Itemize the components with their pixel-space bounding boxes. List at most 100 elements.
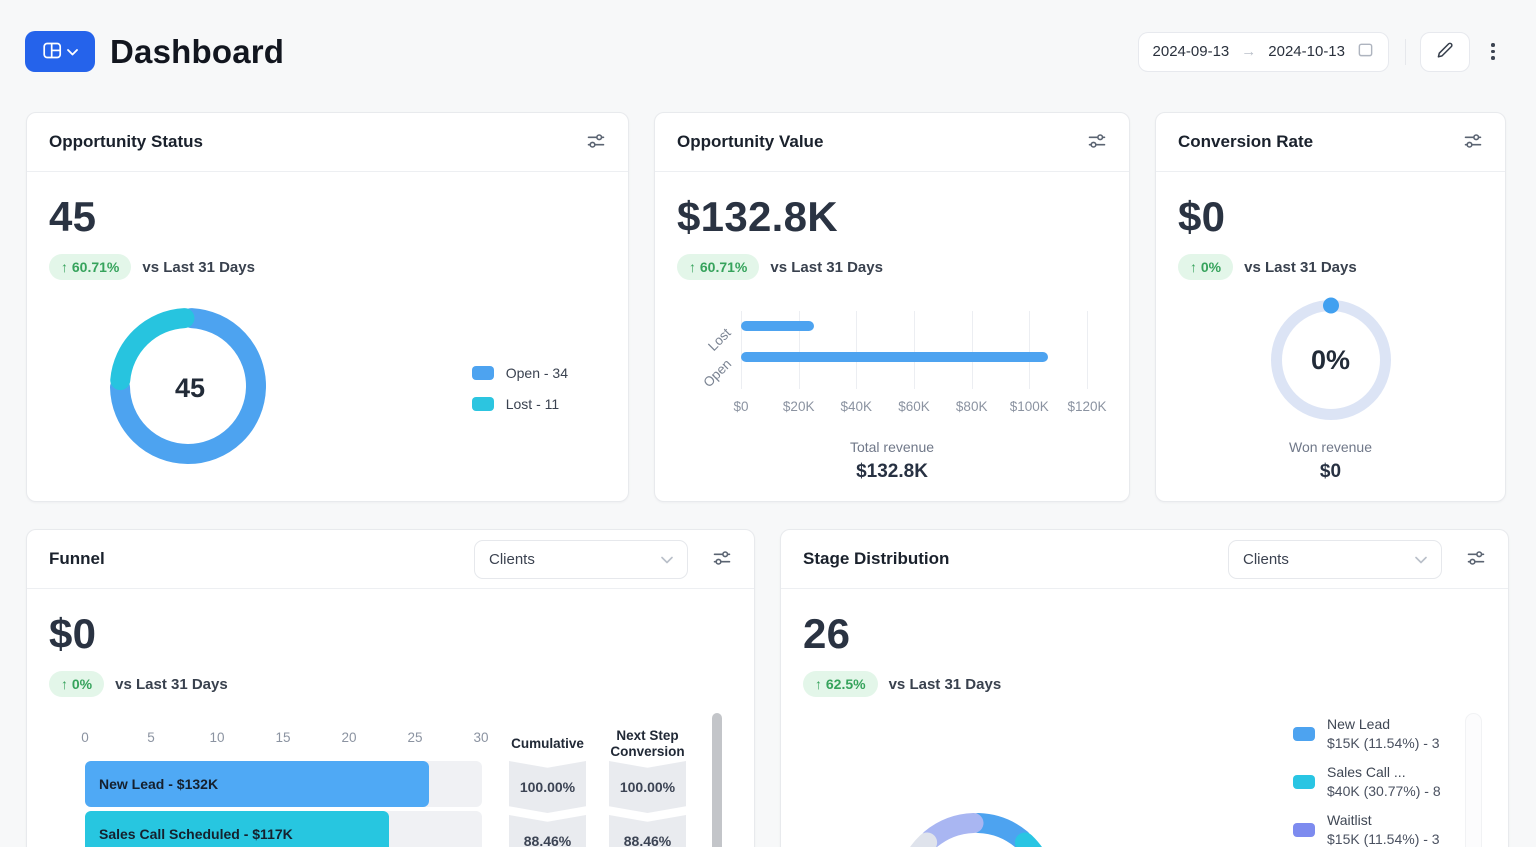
stage-distribution-donut-chart[interactable] [886,804,1066,847]
delta-badge: ↑ 0% [1178,254,1234,280]
gridline [856,311,858,389]
donut-svg [110,308,266,464]
cumulative-column: Cumulative 100.00% 88.46% [509,727,586,847]
legend-detail: $40K (30.77%) - 8 [1327,783,1441,799]
chevron-down-icon [661,551,673,568]
funnel-bar-new-lead[interactable]: New Lead - $132K [85,761,429,807]
conversion-rate-gauge-chart[interactable]: 0% [1256,285,1406,435]
bar-open[interactable] [741,352,1049,362]
calendar-icon [1357,41,1374,62]
x-tick: $80K [955,399,988,414]
chevron-down-icon [1415,551,1427,568]
legend-item-sales-call[interactable]: Sales Call ... $40K (30.77%) - 8 [1293,764,1441,799]
card-settings-button[interactable] [1087,131,1107,154]
card-header: Opportunity Value [655,113,1129,172]
legend-label: Lost - 11 [505,395,560,412]
card-header: Conversion Rate [1156,113,1505,172]
x-tick: $60K [898,399,930,414]
x-tick: $20K [782,399,815,414]
kpi-value: $0 [1178,193,1226,240]
gridline [741,311,742,389]
funnel-chart: 0 5 10 15 20 25 30 New Lead - $132K [49,727,732,847]
y-axis-label-open: Open [700,356,735,391]
clients-select[interactable]: Clients [1228,539,1442,579]
donut-chart-row: 45 Open - 34 Lost - 11 [49,306,606,470]
donut-svg [910,813,1042,847]
legend-scrollbar[interactable] [1465,713,1482,847]
next-step-cell: 88.46% [609,815,686,847]
clients-select[interactable]: Clients [474,539,688,579]
legend-swatch [471,365,494,380]
column-header: Next Step Conversion [610,727,685,759]
card-header: Opportunity Status [27,113,628,172]
chevron-down-icon [66,44,78,59]
legend-item-lost[interactable]: Lost - 11 [471,395,568,412]
funnel-stage-row: New Lead - $132K [49,761,482,807]
card-settings-button[interactable] [1463,131,1483,154]
legend-item-open[interactable]: Open - 34 [471,364,568,381]
card-settings-button[interactable] [586,131,606,154]
x-tick: 20 [341,730,357,745]
footer-label: Total revenue [849,439,935,455]
stage-distribution-card: Stage Distribution Clients [780,529,1509,847]
card-settings-button[interactable] [1466,548,1486,571]
kpi-value: $0 [49,610,97,657]
funnel-bar-sales-call[interactable]: Sales Call Scheduled - $117K [85,811,390,847]
title-group: Dashboard [25,31,284,72]
next-step-cell: 100.00% [609,761,686,813]
chart-legend: Open - 34 Lost - 11 [471,364,568,412]
legend-label: Open - 34 [505,364,568,381]
funnel-stage-row: Sales Call Scheduled - $117K [49,811,482,847]
delta-badge: ↑ 0% [49,671,105,697]
funnel-bars-area: 0 5 10 15 20 25 30 New Lead - $132K [49,727,489,847]
top-cards-row: Opportunity Status 45 ↑ 60.71% vs Last 3… [0,112,1536,502]
kpi-delta-row: ↑ 0% vs Last 31 Days [49,671,732,697]
cumulative-cell: 88.46% [509,815,586,847]
kpi-delta-row: ↑ 60.71% vs Last 31 Days [49,254,606,280]
card-body: 26 ↑ 62.5% vs Last 31 Days [781,589,1508,697]
legend-detail: $15K (11.54%) - 3 [1327,831,1440,847]
legend-item-waitlist[interactable]: Waitlist $15K (11.54%) - 3 [1293,812,1441,847]
date-range-picker[interactable]: 2024-09-13 → 2024-10-13 [1137,31,1389,72]
sliders-icon [712,548,732,571]
card-body: $0 ↑ 0% vs Last 31 Days 0 5 10 15 20 25 … [27,589,754,847]
stage-legend: New Lead $15K (11.54%) - 3 Sales Call ..… [1293,716,1441,847]
x-tick: 10 [209,730,225,745]
x-axis-ticks: $0 $20K $40K $60K $80K $100K $120K [733,399,1106,417]
comparison-label: vs Last 31 Days [888,675,1002,693]
x-tick: 15 [275,730,291,745]
x-tick: 5 [147,730,155,745]
footer-label: Won revenue [1288,439,1372,455]
funnel-card: Funnel Clients [26,529,755,847]
funnel-scrollbar[interactable] [712,713,722,847]
x-tick: $0 [733,399,749,414]
opportunity-status-donut-chart[interactable]: 45 [108,306,272,470]
next-step-column: Next Step Conversion 100.00% 88.46% [609,727,686,847]
date-end[interactable]: 2024-10-13 [1268,43,1345,60]
delta-badge: ↑ 62.5% [803,671,878,697]
bar-lost[interactable] [741,321,815,331]
date-start[interactable]: 2024-09-13 [1152,43,1230,60]
date-arrow-icon: → [1241,43,1257,60]
x-tick: 30 [473,730,489,745]
kpi-delta-row: ↑ 60.71% vs Last 31 Days [677,254,1107,280]
comparison-label: vs Last 31 Days [770,258,883,276]
legend-swatch [471,396,494,411]
more-options-button[interactable] [1478,32,1508,72]
gridline [971,311,973,389]
pencil-icon [1436,41,1454,62]
x-tick: $120K [1067,399,1107,414]
page-header: Dashboard 2024-09-13 → 2024-10-13 [0,0,1536,72]
kpi-value: $132.8K [677,193,838,240]
layout-menu-button[interactable] [25,31,95,72]
legend-label: Waitlist [1327,812,1372,828]
legend-item-new-lead[interactable]: New Lead $15K (11.54%) - 3 [1293,716,1441,751]
gridline [798,311,800,389]
card-body: $132.8K ↑ 60.71% vs Last 31 Days Lost Op… [655,172,1129,483]
x-tick: $40K [840,399,873,414]
y-axis-label-lost: Lost [705,325,735,354]
opportunity-value-bar-chart[interactable]: Lost Open [700,311,1088,390]
card-body: $0 ↑ 0% vs Last 31 Days 0% Won revenue $… [1156,172,1505,483]
edit-dashboard-button[interactable] [1420,31,1470,72]
card-settings-button[interactable] [712,548,732,571]
